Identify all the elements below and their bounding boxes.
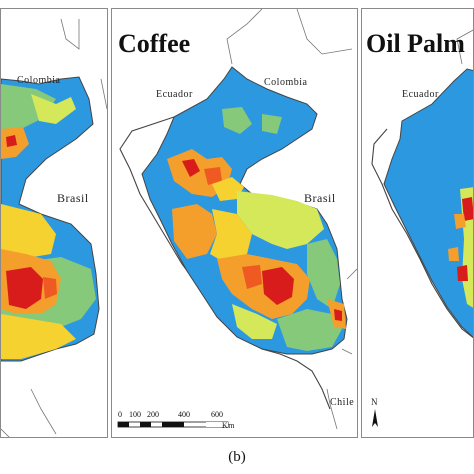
country-label-chile-center: Chile <box>330 397 355 408</box>
figure-caption: (b) <box>228 449 246 465</box>
region-red-south-right <box>457 265 468 281</box>
scale-bar-labels: 0 100 200 400 600 <box>118 410 238 422</box>
scale-tick-100: 100 <box>129 410 141 419</box>
region-yellowgreen-central <box>237 191 324 249</box>
country-label-ecuador-center: Ecuador <box>156 89 193 100</box>
region-red-south <box>262 267 294 305</box>
region-red-southeast <box>334 309 342 321</box>
region-red-left-1 <box>6 135 17 147</box>
country-label-colombia-left: Colombia <box>17 75 61 86</box>
region-green-north <box>222 107 252 134</box>
region-green-northeast <box>262 114 282 134</box>
region-yellow-north <box>212 177 244 201</box>
neighbor-border-lines <box>456 29 473 65</box>
peru-map-oil-palm <box>371 29 473 427</box>
scale-tick-0: 0 <box>118 410 122 419</box>
map-panel-oil-palm: Oil Palm Ecuador N <box>361 8 474 438</box>
scale-tick-200: 200 <box>147 410 159 419</box>
region-orange-central <box>172 204 217 259</box>
region-yellowgreen-left <box>31 94 76 124</box>
region-green-central <box>307 239 340 309</box>
neighbor-border-lines <box>1 18 107 437</box>
region-yellowgreen-south <box>232 304 277 339</box>
region-yellow-left-2 <box>1 314 76 359</box>
neighbor-border-lines <box>226 9 357 430</box>
region-orange-south-right <box>448 247 459 261</box>
peru-coast-outline-right <box>371 128 473 339</box>
peru-map-coffee <box>117 9 357 430</box>
peru-map-left <box>1 18 107 437</box>
scale-tick-600: 600 <box>211 410 223 419</box>
map-panel-left: Colombia Brasil <box>0 8 108 438</box>
region-green-south <box>277 309 342 351</box>
panel-title-oil-palm: Oil Palm <box>366 29 465 58</box>
north-arrow-icon <box>372 409 378 427</box>
region-red-central <box>462 197 473 221</box>
region-redorange-north <box>204 167 222 185</box>
map-panel-coffee: Coffee Ecuador Colombia Brasil Chile 0 1… <box>111 8 358 438</box>
scale-tick-400: 400 <box>178 410 190 419</box>
country-label-ecuador-right: Ecuador <box>402 89 439 100</box>
country-label-colombia-center: Colombia <box>264 77 308 88</box>
region-yellow-left <box>1 204 56 259</box>
panel-title-coffee: Coffee <box>118 29 191 58</box>
scale-bar <box>117 421 229 428</box>
peru-shape-oil-palm <box>383 68 473 338</box>
region-red-left-2 <box>6 267 43 309</box>
region-redorange-south <box>242 265 262 289</box>
region-orange-central <box>454 214 466 229</box>
country-label-brasil-center: Brasil <box>304 191 336 205</box>
region-yellow-central <box>210 209 252 264</box>
north-arrow-label: N <box>371 397 378 407</box>
region-red-north <box>182 159 200 177</box>
country-label-brasil-left: Brasil <box>57 191 89 205</box>
region-redorange-left <box>43 277 57 299</box>
region-green-left <box>1 84 56 134</box>
scale-unit-km: Km <box>222 421 235 430</box>
